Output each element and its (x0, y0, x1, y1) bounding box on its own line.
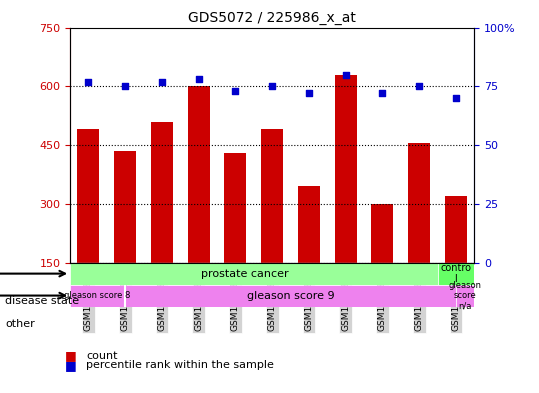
Bar (78, 129, 100, 263)
Text: contro
l: contro l (440, 263, 472, 285)
Point (305, 90, 313, 97)
Point (268, 83, 277, 90)
Text: ■: ■ (65, 359, 77, 372)
Point (415, 83, 424, 90)
Bar (408, 143, 430, 263)
Bar (114, 151, 136, 263)
Text: gleason
score
n/a: gleason score n/a (448, 281, 482, 310)
Text: gleason score 9: gleason score 9 (247, 290, 334, 301)
Bar (151, 121, 173, 263)
Point (84, 79, 93, 85)
Point (195, 76, 203, 83)
FancyBboxPatch shape (70, 285, 125, 307)
Point (231, 88, 240, 94)
Text: ■: ■ (65, 349, 77, 362)
Bar (188, 86, 210, 263)
Text: percentile rank within the sample: percentile rank within the sample (86, 360, 274, 371)
Bar (371, 204, 393, 263)
FancyBboxPatch shape (456, 285, 474, 307)
Title: GDS5072 / 225986_x_at: GDS5072 / 225986_x_at (188, 11, 356, 25)
FancyBboxPatch shape (70, 263, 438, 285)
Point (341, 72, 350, 78)
Text: other: other (5, 319, 35, 329)
Bar (298, 186, 320, 263)
Text: gleason score 8: gleason score 8 (65, 291, 131, 300)
Bar (335, 75, 357, 263)
Point (121, 83, 129, 90)
FancyBboxPatch shape (125, 285, 456, 307)
FancyBboxPatch shape (438, 263, 474, 285)
Text: count: count (86, 351, 118, 361)
Point (378, 90, 387, 97)
Point (452, 95, 460, 101)
Text: disease state: disease state (5, 296, 80, 306)
Bar (224, 153, 246, 263)
Point (157, 79, 166, 85)
Text: prostate cancer: prostate cancer (201, 269, 288, 279)
Bar (261, 129, 283, 263)
Bar (445, 196, 467, 263)
